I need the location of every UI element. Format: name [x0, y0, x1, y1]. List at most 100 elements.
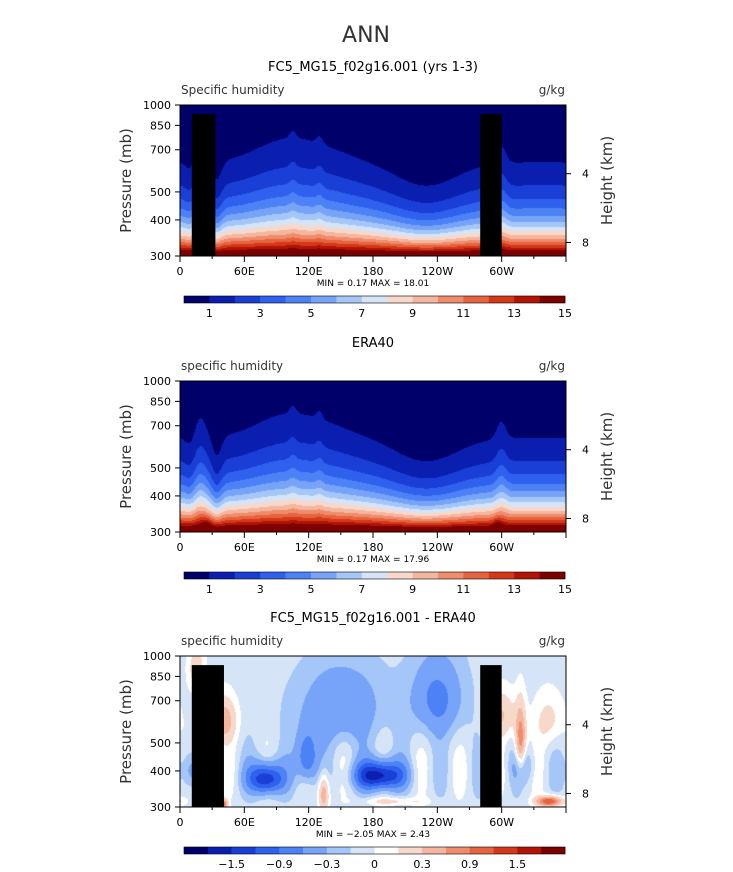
- x-tick-label: 0: [177, 265, 184, 278]
- x-tick-label: 120E: [295, 816, 323, 829]
- topography-block-3: [480, 114, 502, 256]
- heatmap-field: [180, 656, 566, 807]
- y2-axis-label: Height (km): [598, 687, 616, 776]
- y-tick-label: 1000: [143, 650, 171, 663]
- y-tick-label: 400: [150, 490, 171, 503]
- colorbar-label: −0.9: [266, 858, 293, 871]
- colorbar-swatch: [311, 296, 337, 303]
- units-label: g/kg: [539, 83, 565, 97]
- colorbar-swatch: [541, 847, 566, 854]
- colorbar-swatch: [463, 572, 490, 579]
- colorbar-swatch: [398, 847, 423, 854]
- colorbar-swatch: [412, 572, 439, 579]
- colorbar-swatch: [260, 296, 286, 303]
- colorbar-label: −0.3: [314, 858, 341, 871]
- x-tick-label: 180: [363, 816, 384, 829]
- y2-axis-label: Height (km): [598, 412, 616, 501]
- heatmap-field: [180, 381, 566, 532]
- y2-tick-label: 8: [582, 512, 589, 525]
- panel-title: ERA40: [352, 336, 394, 351]
- y-tick-label: 700: [150, 420, 171, 433]
- x-tick-label: 60E: [234, 541, 255, 554]
- y-tick-label: 850: [150, 395, 171, 408]
- topography-block-1: [191, 665, 224, 807]
- x-tick-label: 120E: [295, 265, 323, 278]
- colorbar-label: −1.5: [218, 858, 245, 871]
- y-axis-label: Pressure (mb): [117, 404, 135, 509]
- units-label: g/kg: [539, 634, 565, 648]
- colorbar-swatch: [514, 572, 540, 579]
- y-tick-label: 700: [150, 695, 171, 708]
- y-tick-label: 300: [150, 526, 171, 539]
- colorbar-swatch: [463, 296, 490, 303]
- y2-tick-label: 8: [582, 236, 589, 249]
- y2-tick-label: 4: [582, 444, 589, 457]
- x-tick-label: 180: [363, 541, 384, 554]
- colorbar-swatch: [438, 296, 464, 303]
- x-tick-label: 120W: [421, 816, 453, 829]
- colorbar-swatch: [260, 572, 286, 579]
- colorbar-label: 11: [456, 583, 470, 596]
- panel-title: FC5_MG15_f02g16.001 - ERA40: [270, 611, 476, 626]
- variable-label: specific humidity: [181, 359, 283, 373]
- colorbar-swatch: [412, 296, 439, 303]
- colorbar-swatch: [234, 296, 261, 303]
- topography-block-2: [206, 123, 211, 256]
- colorbar-swatch: [517, 847, 542, 854]
- colorbar-swatch: [285, 572, 312, 579]
- colorbar-swatch: [387, 296, 413, 303]
- chart-panel-2: ERA40 specific humidity g/kg 300 400 500 700 85…: [117, 336, 616, 596]
- colorbar-frame: [183, 846, 566, 855]
- colorbar-swatch: [184, 847, 209, 854]
- topography-block-2: [208, 672, 218, 807]
- topography-block-3: [480, 665, 502, 807]
- colorbar-label: 7: [358, 583, 365, 596]
- colorbar-label: 11: [456, 307, 470, 320]
- y-tick-label: 500: [150, 462, 171, 475]
- colorbar-label: 0.9: [461, 858, 479, 871]
- colorbar-swatch: [231, 847, 256, 854]
- colorbar-swatch: [255, 847, 280, 854]
- units-label: g/kg: [539, 359, 565, 373]
- y2-tick-label: 4: [582, 719, 589, 732]
- x-tick-label: 60W: [489, 265, 514, 278]
- colorbar-swatch: [361, 296, 388, 303]
- topography-block-1: [191, 114, 216, 256]
- colorbar-swatch: [514, 296, 540, 303]
- chart-panel-1: FC5_MG15_f02g16.001 (yrs 1-3) Specific hu…: [117, 60, 616, 320]
- x-tick-label: 60W: [489, 541, 514, 554]
- colorbar-label: 1: [206, 307, 213, 320]
- colorbar-swatch: [539, 296, 566, 303]
- min-max-stats: MIN = 0.17 MAX = 17.96: [317, 555, 430, 565]
- colorbar-swatch: [184, 572, 210, 579]
- colorbar-label: 5: [308, 307, 315, 320]
- colorbar-swatch: [350, 847, 375, 854]
- colorbar-label: 15: [558, 583, 572, 596]
- x-tick-label: 0: [177, 541, 184, 554]
- colorbar-swatch: [209, 572, 236, 579]
- x-tick-label: 60E: [234, 265, 255, 278]
- colorbar-label: 1: [206, 583, 213, 596]
- colorbar-label: 15: [558, 307, 572, 320]
- panel-title: FC5_MG15_f02g16.001 (yrs 1-3): [268, 60, 478, 75]
- variable-label: Specific humidity: [181, 83, 285, 97]
- y2-tick-label: 8: [582, 787, 589, 800]
- y-axis-label: Pressure (mb): [117, 128, 135, 233]
- colorbar-label: 9: [409, 583, 416, 596]
- x-tick-label: 60E: [234, 816, 255, 829]
- colorbar-swatch: [326, 847, 351, 854]
- colorbar-swatch: [311, 572, 337, 579]
- colorbar-label: 1.5: [509, 858, 527, 871]
- y-tick-label: 400: [150, 765, 171, 778]
- y-tick-label: 300: [150, 250, 171, 263]
- y-tick-label: 500: [150, 737, 171, 750]
- colorbar-swatch: [207, 847, 232, 854]
- y-tick-label: 700: [150, 144, 171, 157]
- colorbar-label: 3: [257, 307, 264, 320]
- colorbar-swatch: [488, 296, 515, 303]
- y-tick-label: 500: [150, 186, 171, 199]
- y2-axis-label: Height (km): [598, 136, 616, 225]
- colorbar-label: 0.3: [413, 858, 431, 871]
- x-tick-label: 180: [363, 265, 384, 278]
- colorbar-swatch: [336, 296, 363, 303]
